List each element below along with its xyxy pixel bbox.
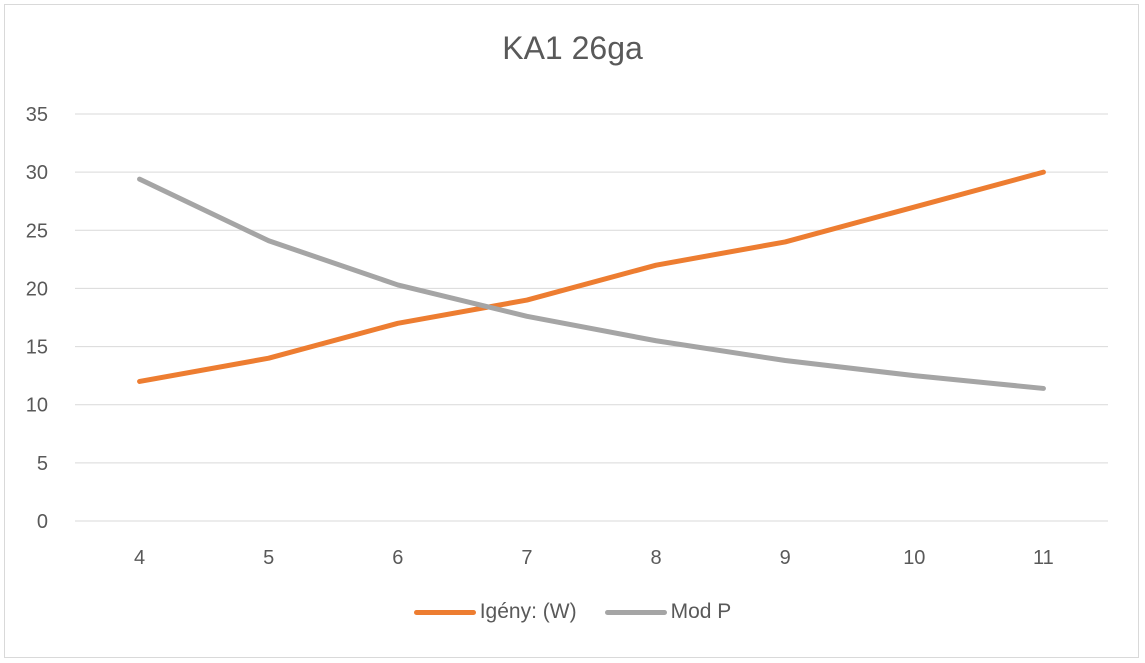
x-tick-label: 5 (263, 547, 274, 569)
y-tick-label: 10 (26, 395, 48, 417)
y-tick-label: 0 (37, 511, 48, 533)
x-tick-label: 7 (521, 547, 532, 569)
y-tick-label: 5 (37, 453, 48, 475)
y-tick-label: 15 (26, 337, 48, 359)
x-tick-label: 9 (780, 547, 791, 569)
legend-item-igeny: Igény: (W) (413, 600, 577, 624)
chart-frame (4, 4, 1139, 658)
x-axis-ticks: 4 5 6 7 8 9 10 11 (134, 547, 1054, 569)
y-axis-ticks: 0 5 10 15 20 25 30 35 (26, 104, 48, 533)
y-tick-label: 35 (26, 104, 48, 126)
chart-title: KA1 26ga (502, 30, 643, 66)
y-tick-label: 25 (26, 220, 48, 242)
x-tick-label: 6 (392, 547, 403, 569)
legend: Igény: (W) Mod P (0, 600, 1145, 624)
y-tick-label: 30 (26, 162, 48, 184)
legend-label-mod-p: Mod P (670, 600, 732, 623)
series-lines (137, 169, 1046, 391)
series-line-0 (137, 169, 1046, 384)
x-tick-label: 11 (1033, 547, 1054, 569)
legend-item-mod-p: Mod P (604, 600, 732, 624)
series-line-1 (137, 176, 1046, 391)
x-tick-label: 10 (903, 547, 925, 569)
legend-swatch-mod-p (604, 609, 667, 615)
y-tick-label: 20 (26, 278, 48, 300)
x-tick-label: 8 (651, 547, 662, 569)
legend-label-igeny: Igény: (W) (479, 600, 577, 623)
gridlines (75, 113, 1108, 522)
legend-swatch-igeny (413, 609, 476, 615)
x-tick-label: 4 (134, 547, 145, 569)
